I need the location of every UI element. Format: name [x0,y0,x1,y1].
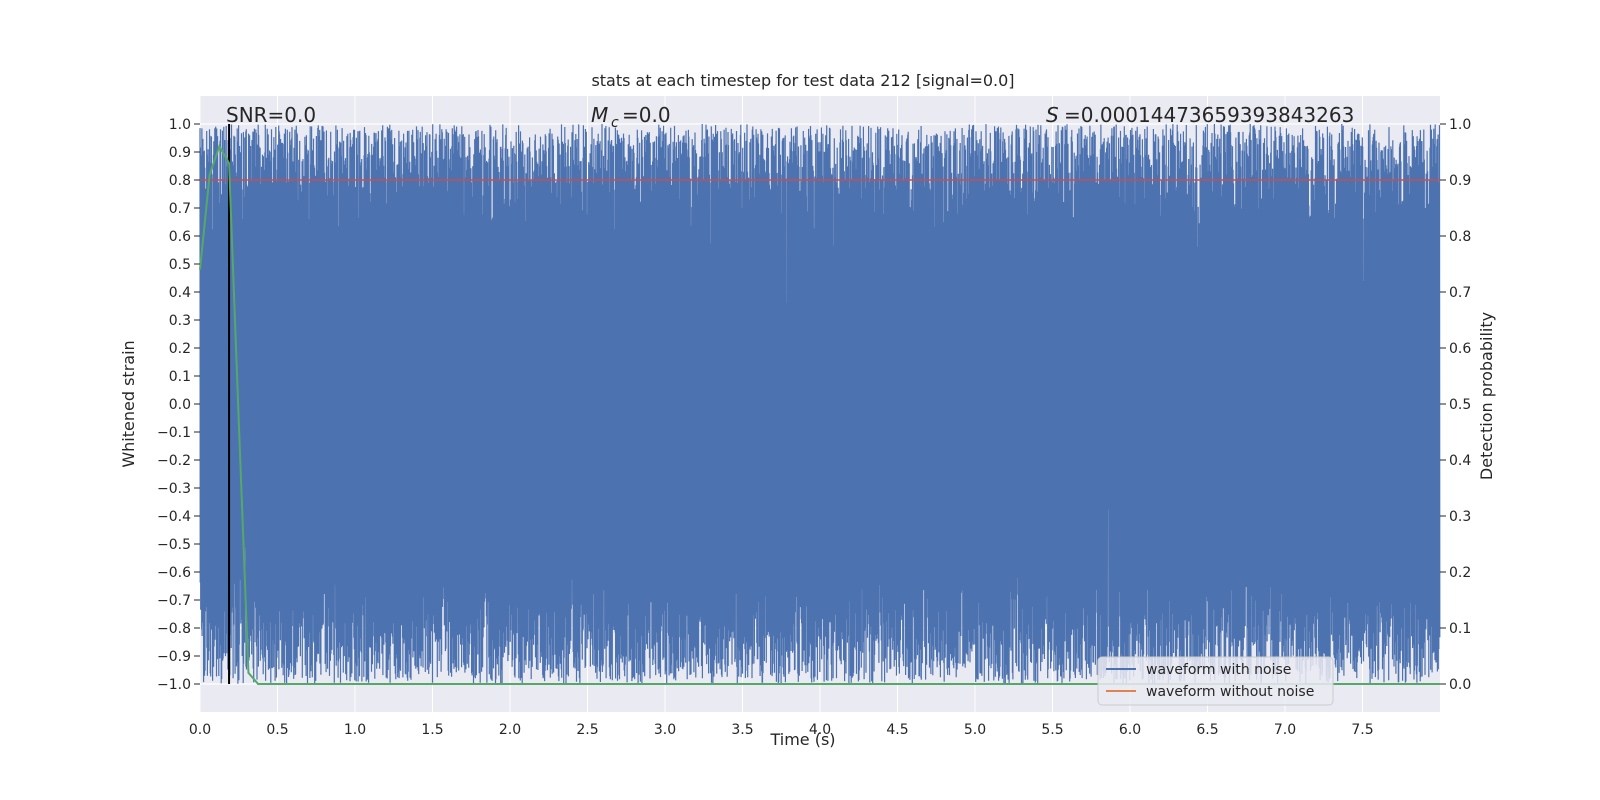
s-value: =0.00014473659393843263 [1064,103,1354,127]
x-tick-label: 6.0 [1119,722,1141,738]
y2-tick-label: 0.3 [1449,509,1471,525]
s-annotation: S =0.00014473659393843263 [1046,103,1354,127]
x-tick-label: 2.0 [499,722,521,738]
s-symbol: S [1046,103,1059,127]
x-tick-label: 4.0 [809,722,831,738]
detection-probability-line [199,144,1440,685]
y2-axis-label: Detection probability [1477,312,1496,480]
x-tick-label: 7.0 [1274,722,1296,738]
y-tick-label: 0.6 [169,229,191,245]
y-tick-label: 1.0 [169,117,191,133]
y-tick-label: 0.2 [169,341,191,357]
legend-label-noise: waveform with noise [1146,662,1291,678]
y-tick-label: 0.3 [169,313,191,329]
legend: waveform with noise waveform without noi… [1097,656,1334,706]
x-axis-label: Time (s) [769,730,835,749]
y-tick-label: −0.4 [157,509,191,525]
y2-tick-label: 0.9 [1449,173,1471,189]
x-tick-label: 5.0 [964,722,986,738]
y-tick-label: 0.0 [169,397,191,413]
y-tick-label: −0.8 [157,621,191,637]
y-tick-label: −0.6 [157,565,191,581]
y2-tick-label: 1.0 [1449,117,1471,133]
y2-tick-label: 0.2 [1449,565,1471,581]
y-tick-label: −0.9 [157,649,191,665]
y-tick-label: −0.2 [157,453,191,469]
x-tick-label: 1.0 [344,722,366,738]
y2-tick-label: 0.0 [1449,677,1471,693]
y-axis-label: Whitened strain [119,340,138,467]
y-tick-label: −0.5 [157,537,191,553]
y2-tick-label: 0.1 [1449,621,1471,637]
y2-tick-label: 0.6 [1449,341,1471,357]
y2-tick-label: 0.8 [1449,229,1471,245]
x-tick-label: 4.5 [886,722,908,738]
y-tick-label: 0.1 [169,369,191,385]
y2-tick-label: 0.4 [1449,453,1471,469]
x-tick-label: 2.5 [576,722,598,738]
mc-value: =0.0 [622,103,671,127]
ticks: 0.0 0.5 1.0 1.5 2.0 2.5 3.0 3.5 4.0 4.5 5.0 5.5 6.0 6… [157,117,1471,738]
x-tick-label: 1.5 [421,722,443,738]
y2-tick-label: 0.7 [1449,285,1471,301]
x-tick-label: 0.5 [266,722,288,738]
y-tick-label: −0.7 [157,593,191,609]
y-tick-label: −0.1 [157,425,191,441]
x-tick-label: 3.0 [654,722,676,738]
overlays [199,124,1440,685]
y-tick-label: 0.5 [169,257,191,273]
x-tick-label: 3.5 [731,722,753,738]
y-tick-label: −1.0 [157,677,191,693]
snr-annotation: SNR=0.0 [226,103,316,127]
x-tick-label: 0.0 [189,722,211,738]
mc-annotation: M c =0.0 [591,103,671,131]
waveform-with-noise [199,123,1441,685]
y-tick-label: −0.3 [157,481,191,497]
y-tick-label: 0.7 [169,201,191,217]
mc-symbol: M [591,103,608,127]
waveform-noise-line [199,123,1441,685]
chart-title: stats at each timestep for test data 212… [591,71,1014,90]
x-tick-label: 7.5 [1351,722,1373,738]
y-tick-label: 0.4 [169,285,191,301]
x-tick-label: 6.5 [1196,722,1218,738]
mc-subscript: c [611,115,619,131]
x-tick-label: 5.5 [1041,722,1063,738]
y-tick-label: 0.9 [169,145,191,161]
y-tick-label: 0.8 [169,173,191,189]
legend-label-clean: waveform without noise [1146,684,1314,700]
y2-tick-label: 0.5 [1449,397,1471,413]
